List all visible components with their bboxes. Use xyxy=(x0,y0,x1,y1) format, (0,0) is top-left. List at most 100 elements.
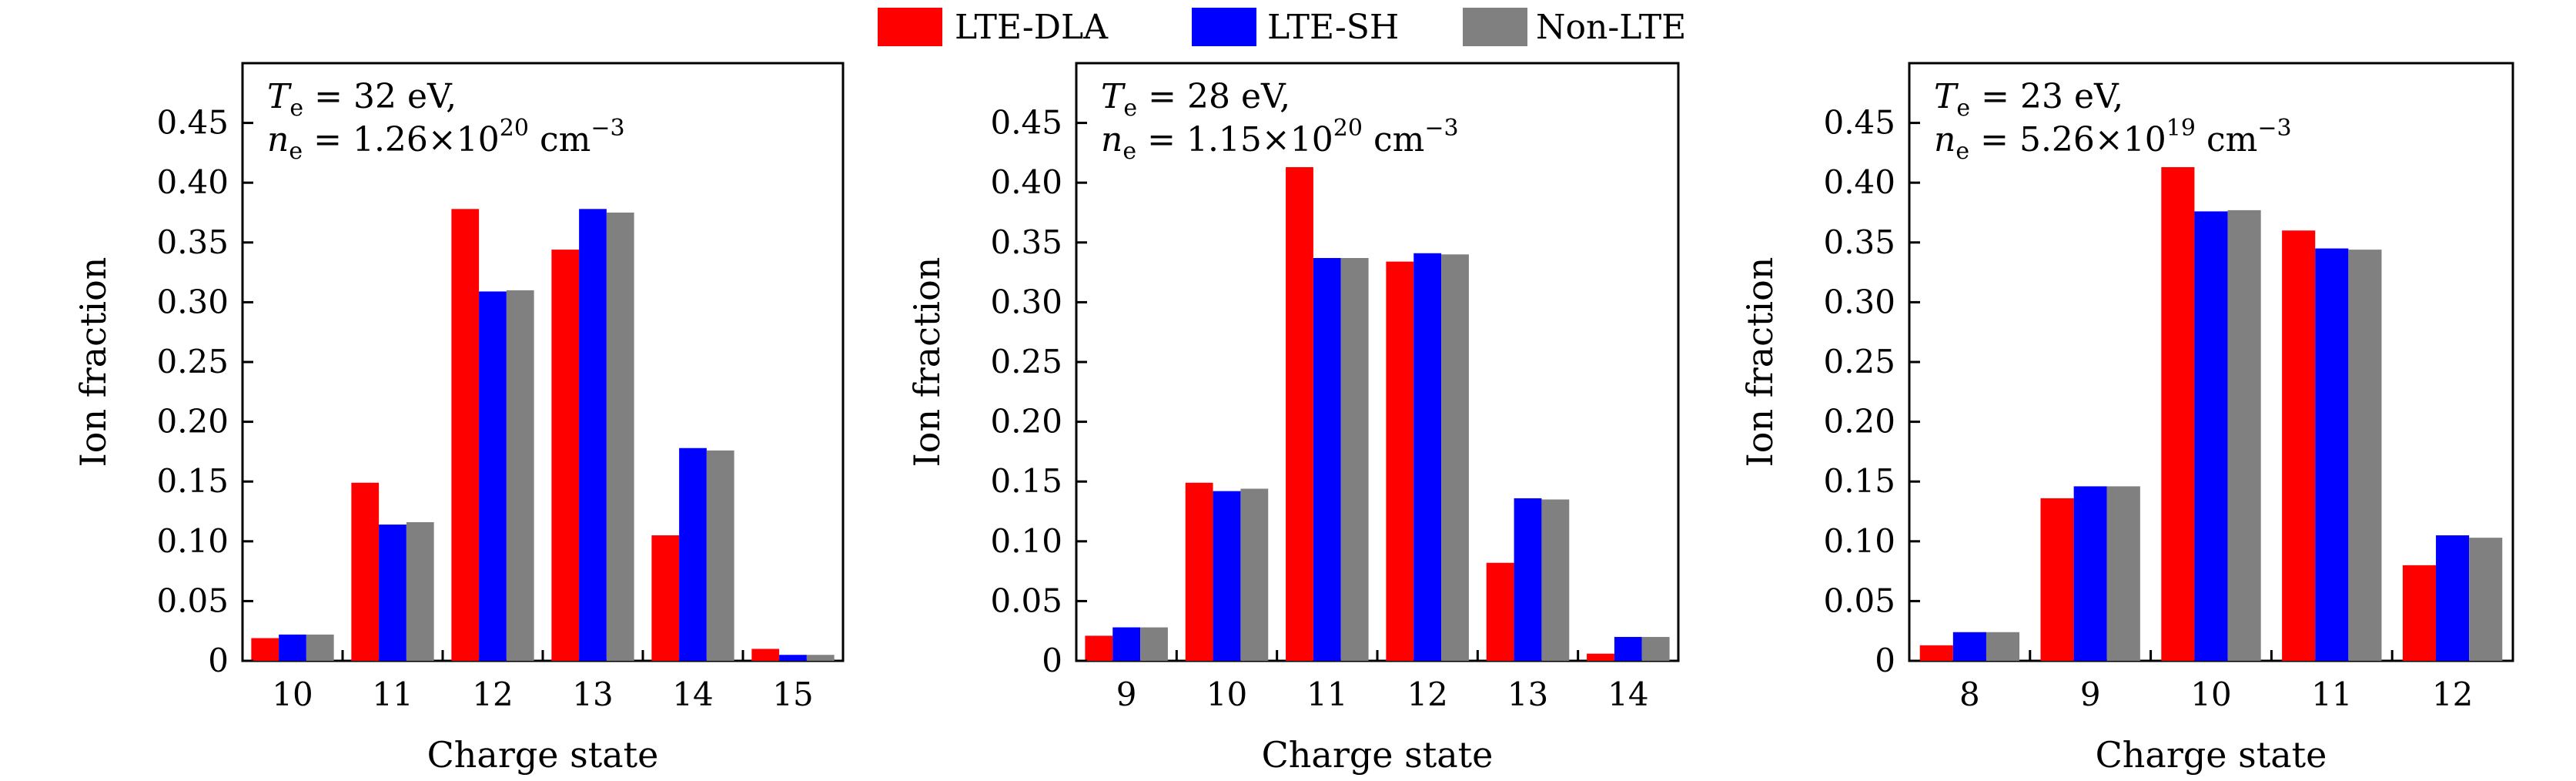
y-tick-label: 0.10 xyxy=(990,522,1062,560)
x-axis: 10 11 12 13 14 15 xyxy=(272,650,814,713)
x-tick-label: 15 xyxy=(772,675,813,713)
y-tick-label: 0.45 xyxy=(156,104,229,142)
x-tick-label: 12 xyxy=(472,675,513,713)
bar-lte-dla-12 xyxy=(451,209,480,662)
y-axis-title: Ion fraction xyxy=(72,257,114,468)
bar-non-lte-13 xyxy=(1541,499,1570,661)
condition-annotation: Te = 28 eV,ne = 1.15×1020 cm−3 xyxy=(1101,77,1459,165)
y-axis: 0 0.05 0.10 0.15 0.20 0.25 0.30 0.35 0.40 0.45 xyxy=(990,104,1087,679)
x-tick-label: 13 xyxy=(1507,675,1548,713)
x-tick-label: 10 xyxy=(1206,675,1247,713)
ne-value: = 5.26×10 xyxy=(1969,120,2166,159)
legend-item-non-lte: Non-LTE xyxy=(1463,8,1686,47)
bar-lte-dla-12 xyxy=(1386,261,1414,661)
bar-lte-dla-11 xyxy=(2282,230,2316,661)
y-tick-label: 0.40 xyxy=(990,163,1062,201)
ne-subscript: e xyxy=(289,138,303,165)
y-tick-label: 0 xyxy=(208,642,229,679)
bar-non-lte-10 xyxy=(306,634,334,661)
ne-symbol: n xyxy=(1934,120,1955,159)
te-subscript: e xyxy=(1956,95,1970,122)
y-tick-label: 0.20 xyxy=(990,403,1062,441)
ne-subscript: e xyxy=(1122,138,1136,165)
bar-lte-sh-14 xyxy=(1614,636,1642,661)
ne-unit: cm xyxy=(2196,120,2257,159)
bar-lte-dla-15 xyxy=(751,649,780,661)
bars xyxy=(1085,167,1670,662)
bar-non-lte-11 xyxy=(2348,250,2382,661)
bar-lte-dla-13 xyxy=(551,250,580,661)
bar-lte-dla-11 xyxy=(1286,167,1313,661)
bar-lte-sh-8 xyxy=(1952,632,1986,661)
bar-lte-dla-14 xyxy=(1587,653,1614,661)
te-value: = 32 eV, xyxy=(303,77,457,116)
bar-lte-dla-11 xyxy=(351,482,380,661)
y-tick-label: 0.30 xyxy=(1823,283,1895,320)
y-tick-label: 0.35 xyxy=(990,223,1062,261)
bar-lte-dla-10 xyxy=(1185,482,1213,661)
bar-non-lte-10 xyxy=(2227,209,2261,661)
bar-lte-sh-11 xyxy=(1313,257,1341,662)
bar-non-lte-14 xyxy=(1641,636,1670,661)
ne-exponent: 20 xyxy=(1333,115,1363,142)
bar-lte-sh-9 xyxy=(1112,627,1141,661)
ne-subscript: e xyxy=(1955,138,1969,165)
bar-lte-dla-8 xyxy=(1919,645,1953,661)
te-subscript: e xyxy=(289,95,303,122)
bar-non-lte-12 xyxy=(506,290,534,661)
bar-lte-sh-12 xyxy=(479,291,507,661)
y-tick-label: 0.05 xyxy=(156,582,229,619)
condition-annotation: Te = 23 eV,ne = 5.26×1019 cm−3 xyxy=(1934,77,2292,165)
bars xyxy=(1919,167,2503,661)
y-tick-label: 0.20 xyxy=(1823,403,1895,441)
x-tick-label: 12 xyxy=(2432,675,2473,713)
ne-exponent: 20 xyxy=(500,115,529,142)
y-tick-label: 0.15 xyxy=(1823,462,1895,500)
bar-non-lte-13 xyxy=(606,213,634,661)
legend-label: Non-LTE xyxy=(1536,8,1686,47)
y-tick-label: 0.10 xyxy=(156,522,229,560)
x-tick-label: 13 xyxy=(572,675,613,713)
legend-swatch xyxy=(1463,8,1527,46)
x-tick-label: 12 xyxy=(1407,675,1447,713)
te-subscript: e xyxy=(1123,95,1137,122)
y-tick-label: 0.30 xyxy=(156,283,229,320)
y-tick-label: 0 xyxy=(1042,642,1062,679)
y-axis-title: Ion fraction xyxy=(906,257,948,468)
y-tick-label: 0.35 xyxy=(1823,223,1895,261)
bar-lte-sh-11 xyxy=(379,525,406,661)
bar-lte-sh-10 xyxy=(2194,211,2228,661)
bar-lte-sh-14 xyxy=(679,447,707,661)
y-tick-label: 0.25 xyxy=(156,343,229,380)
y-axis: 0 0.05 0.10 0.15 0.20 0.25 0.30 0.35 0.40 0.45 xyxy=(156,104,253,679)
bar-lte-sh-13 xyxy=(1514,498,1542,661)
bar-lte-sh-9 xyxy=(2073,486,2107,661)
bar-lte-dla-13 xyxy=(1486,562,1514,661)
y-tick-label: 0.05 xyxy=(990,582,1062,619)
ne-value: = 1.26×10 xyxy=(303,120,500,159)
bar-non-lte-15 xyxy=(806,655,835,661)
legend-swatch xyxy=(1192,8,1256,46)
x-tick-label: 9 xyxy=(1116,675,1137,713)
y-tick-label: 0.25 xyxy=(990,343,1062,380)
x-axis-title: Charge state xyxy=(427,734,659,776)
y-tick-label: 0.40 xyxy=(156,163,229,201)
bar-lte-dla-12 xyxy=(2402,565,2437,661)
bar-lte-sh-13 xyxy=(579,209,607,662)
ne-unit-exponent: −3 xyxy=(590,115,624,142)
bar-lte-dla-10 xyxy=(2161,167,2195,661)
x-tick-label: 8 xyxy=(1959,675,1980,713)
x-tick-label: 10 xyxy=(2190,675,2231,713)
electron-temperature-label: Te = 28 eV, xyxy=(1101,77,1290,122)
ne-unit-exponent: −3 xyxy=(1424,115,1458,142)
ne-symbol: n xyxy=(267,120,289,159)
y-tick-label: 0.40 xyxy=(1823,163,1895,201)
legend-swatch xyxy=(878,8,942,46)
legend-item-lte-dla: LTE-DLA xyxy=(878,8,1109,47)
x-tick-label: 11 xyxy=(372,675,413,713)
bar-non-lte-14 xyxy=(706,450,734,661)
bar-non-lte-12 xyxy=(1441,254,1469,661)
y-tick-label: 0.35 xyxy=(156,223,229,261)
